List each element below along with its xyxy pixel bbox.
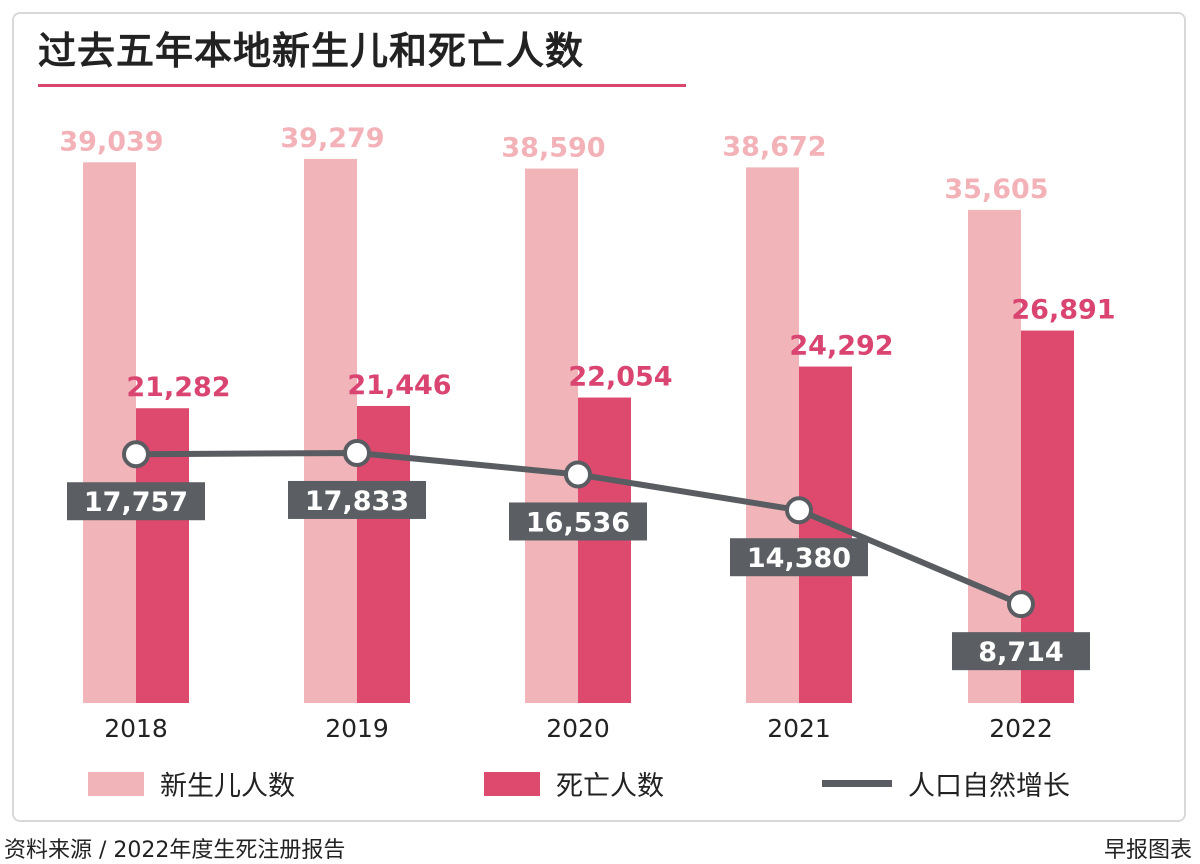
deaths-bar-2020 — [578, 397, 631, 703]
births-value-label-2020: 38,590 — [501, 133, 605, 164]
growth-point-2022 — [1007, 590, 1035, 619]
growth-point-2018 — [122, 440, 150, 469]
growth-value-box-2020 — [509, 502, 647, 541]
growth-value-box-2018 — [67, 482, 205, 521]
credit-note: 早报图表 — [1103, 838, 1192, 863]
x-tick-label-2021: 2021 — [767, 714, 831, 743]
growth-point-2021 — [785, 496, 813, 525]
births-bar-2019 — [304, 158, 357, 704]
deaths-value-label-2022: 26,891 — [1011, 295, 1115, 326]
growth-point-2019 — [343, 438, 371, 467]
x-tick-label-2020: 2020 — [546, 714, 610, 743]
legend-label-growth: 人口自然增长 — [908, 771, 1070, 802]
legend-swatch-growth — [822, 780, 892, 787]
growth-value-box-2021 — [730, 538, 868, 577]
growth-point-2020 — [564, 460, 592, 489]
births-value-label-2021: 38,672 — [722, 131, 826, 162]
growth-value-label-2021: 14,380 — [747, 543, 851, 574]
x-tick-label-2022: 2022 — [989, 714, 1053, 743]
deaths-bar-2021 — [799, 366, 852, 703]
births-bar-2020 — [525, 168, 578, 703]
births-bar-2022 — [968, 209, 1021, 704]
title-underline — [38, 84, 686, 87]
growth-value-label-2019: 17,833 — [305, 486, 409, 517]
births-bar-2021 — [746, 167, 799, 703]
growth-value-box-2022 — [952, 632, 1090, 671]
legend-swatch-births — [88, 772, 144, 796]
deaths-value-label-2018: 21,282 — [126, 372, 230, 403]
growth-value-label-2018: 17,757 — [84, 487, 188, 518]
deaths-value-label-2021: 24,292 — [789, 331, 893, 362]
births-value-label-2022: 35,605 — [944, 174, 1048, 205]
births-value-label-2019: 39,279 — [280, 123, 384, 154]
deaths-value-label-2020: 22,054 — [568, 362, 672, 393]
births-bar-2018 — [83, 162, 136, 704]
growth-value-box-2019 — [288, 480, 426, 519]
legend-label-births: 新生儿人数 — [160, 771, 295, 802]
births-value-label-2018: 39,039 — [59, 126, 163, 157]
chart-title: 过去五年本地新生儿和死亡人数 — [38, 29, 585, 73]
source-note: 资料来源 / 2022年度生死注册报告 — [4, 838, 346, 863]
legend-label-deaths: 死亡人数 — [556, 771, 664, 802]
legend-swatch-deaths — [484, 772, 540, 796]
deaths-value-label-2019: 21,446 — [347, 370, 451, 401]
growth-value-label-2020: 16,536 — [526, 507, 630, 538]
x-tick-label-2018: 2018 — [104, 714, 168, 743]
growth-value-label-2022: 8,714 — [978, 637, 1063, 668]
x-tick-label-2019: 2019 — [325, 714, 389, 743]
